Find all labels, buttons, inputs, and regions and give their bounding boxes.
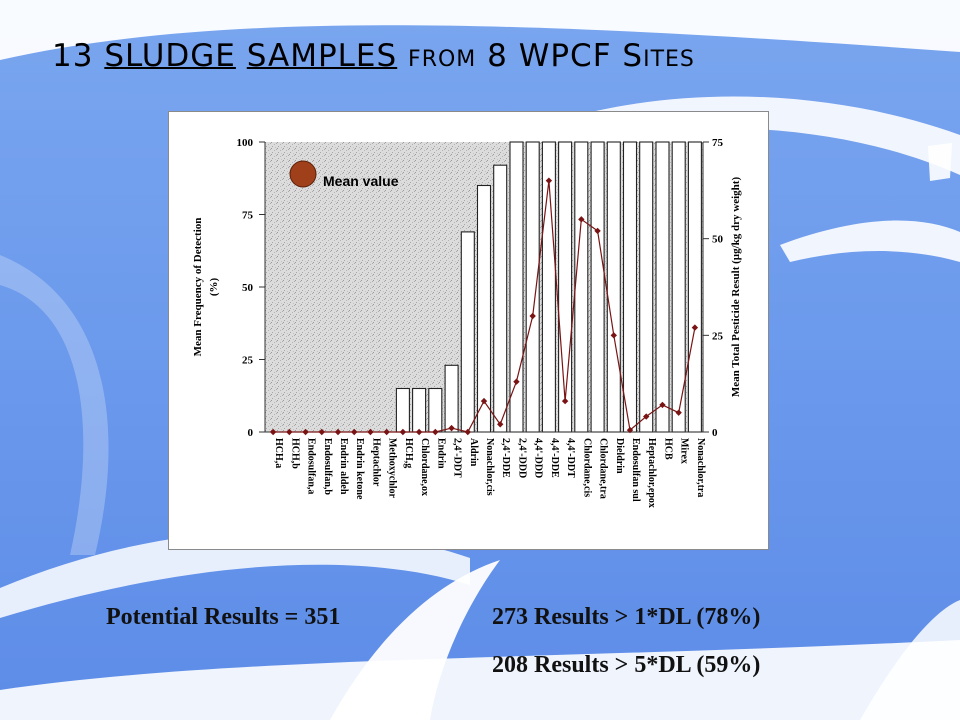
right-swoosh: [780, 220, 960, 262]
mean-value-point: [480, 397, 488, 405]
bar: [687, 141, 702, 433]
category-label: Aldrin: [468, 438, 479, 467]
mean-value-point: [448, 424, 455, 432]
mean-value-point: [367, 428, 374, 436]
results-1dl-text: 273 Results > 1*DL (78%): [492, 604, 761, 630]
category-label: 4,4'-DDT: [565, 438, 576, 478]
bar: [622, 141, 638, 433]
title-count: 13: [52, 38, 94, 74]
title-middle: from 8 WPCF: [408, 38, 612, 74]
category-label: Nonachlor,tra: [695, 438, 706, 497]
category-label: Chlordane,ox: [419, 438, 430, 496]
mean-value-point: [545, 177, 553, 184]
bar: [509, 141, 524, 433]
legend-marker: [289, 160, 317, 188]
left-curve: [0, 255, 109, 555]
category-label: Dieldrin: [614, 438, 625, 474]
bar: [493, 164, 508, 433]
category-label: Endrin ketone: [354, 438, 365, 500]
mean-value-point: [626, 426, 634, 434]
top-wave-shape: [0, 0, 960, 60]
category-label: 4,4'-DDE: [549, 438, 560, 478]
mean-value-point: [675, 409, 682, 416]
right-axis-label: Mean Total Pesticide Result (µg/kg dry w…: [730, 177, 742, 398]
bar: [525, 141, 540, 433]
bottom-right-swirl: [860, 600, 960, 720]
category-label: Chlordane,tra: [598, 438, 609, 499]
mean-value-point: [351, 428, 358, 436]
category-label: Heptachlor,epox: [646, 438, 657, 508]
bar: [639, 141, 654, 433]
mean-value-point: [464, 428, 471, 436]
lower-left-swoosh: [0, 529, 470, 618]
category-label: Chlordane,cis: [581, 438, 592, 497]
bar: [590, 141, 605, 433]
results-5dl-text: 208 Results > 5*DL (59%): [492, 652, 761, 678]
bar: [412, 387, 427, 433]
mean-value-point: [269, 428, 277, 436]
category-label: Endrin aldeh: [338, 438, 349, 495]
category-label: Nonachlor,cis: [484, 438, 495, 496]
mean-value-point: [691, 324, 699, 331]
mean-value-point: [302, 428, 309, 436]
bar: [655, 141, 670, 433]
mean-value-point: [659, 401, 666, 409]
right-tab-shape: [928, 143, 952, 181]
mean-value-point: [594, 227, 601, 235]
legend-label: Mean value: [323, 173, 399, 189]
right-tick-label: 0: [712, 427, 718, 439]
bar: [395, 387, 410, 433]
category-label: 2,4'-DDT: [452, 438, 463, 478]
mean-value-point: [334, 428, 342, 436]
left-tick-label: 25: [242, 355, 254, 367]
right-tick-label: 50: [712, 234, 724, 246]
left-tick-label: 0: [248, 427, 254, 439]
category-label: Endosulfan,b: [322, 438, 333, 495]
mean-value-point: [561, 397, 569, 405]
potential-results-text: Potential Results = 351: [106, 604, 341, 630]
category-label: 2,4'-DDE: [500, 438, 511, 478]
title-end: Sites: [622, 38, 695, 74]
left-tick-label: 50: [242, 282, 254, 294]
mean-value-point: [513, 378, 520, 385]
mean-value-point: [286, 428, 293, 436]
left-tick-label: 100: [237, 137, 254, 149]
chart-panel: 0 25 50 75 100 0 25 50 75 HCH,a HCH,b Endosulfan,a E…: [168, 111, 769, 550]
title-word-sludge: SLUDGE: [104, 38, 236, 74]
category-label: Methoxychlor: [387, 438, 398, 499]
category-label: Heptachlor: [370, 438, 381, 487]
mean-value-point: [383, 428, 390, 436]
mean-value-point: [497, 421, 504, 428]
category-label: Mirex: [679, 438, 690, 464]
category-label: 4,4'-DDD: [533, 438, 544, 478]
slide-title: 13 SLUDGE SAMPLES from 8 WPCF Sites: [52, 38, 695, 74]
bar: [574, 141, 589, 433]
category-label: HCH,b: [289, 438, 300, 469]
category-label: Endosulfan,a: [306, 438, 317, 494]
mean-value-point: [318, 428, 325, 436]
pesticide-chart: 0 25 50 75 100 0 25 50 75 HCH,a HCH,b Endosulfan,a E…: [192, 137, 742, 508]
bar: [444, 364, 459, 433]
category-label: 2,4'-DDD: [516, 438, 527, 478]
bar: [558, 141, 573, 433]
bottom-swirl: [330, 560, 500, 720]
right-tick-label: 75: [712, 137, 724, 149]
bar: [606, 141, 621, 433]
left-axis-label: Mean Frequency of Detection (%): [192, 218, 220, 357]
category-label: HCH,g: [403, 438, 414, 468]
title-word-samples: SAMPLES: [246, 38, 398, 74]
category-label: Endosulfan sul: [630, 438, 641, 502]
bar: [476, 184, 492, 433]
category-label: Endrin: [435, 438, 446, 469]
category-label: HCB: [662, 438, 673, 460]
bar: [428, 387, 443, 433]
category-label: HCH,a: [273, 438, 284, 468]
left-tick-label: 75: [242, 210, 254, 222]
bottom-white-band: [0, 640, 960, 720]
bar: [460, 231, 475, 433]
mean-value-point: [432, 428, 439, 436]
right-tick-label: 25: [712, 330, 724, 342]
